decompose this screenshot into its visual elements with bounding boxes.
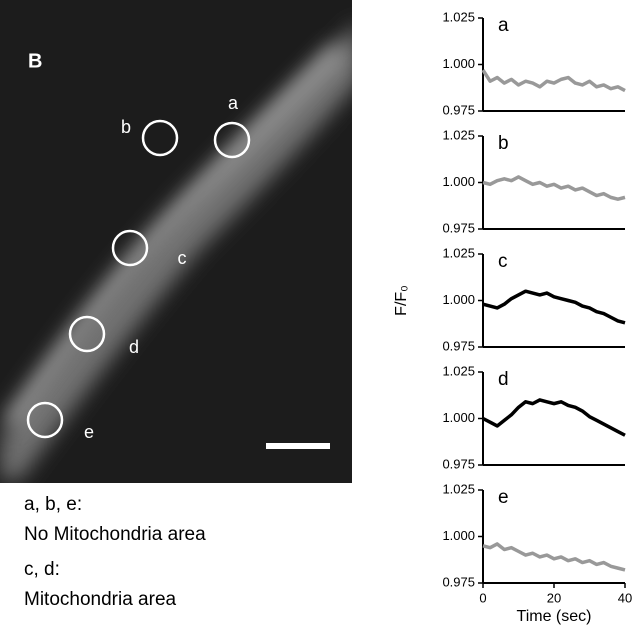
roi-label: d bbox=[129, 337, 139, 357]
micrograph bbox=[0, 0, 352, 483]
x-tick-label: 40 bbox=[618, 590, 632, 605]
y-axis-label: F/F₀ bbox=[393, 285, 410, 316]
y-tick-label: 0.975 bbox=[442, 574, 475, 589]
roi-label: b bbox=[121, 117, 131, 137]
y-tick-label: 1.000 bbox=[442, 174, 475, 189]
y-tick-label: 1.025 bbox=[442, 245, 475, 260]
note: Mitochondria area bbox=[24, 589, 177, 610]
panel-title: b bbox=[498, 133, 509, 154]
y-tick-label: 1.025 bbox=[442, 363, 475, 378]
y-tick-label: 0.975 bbox=[442, 338, 475, 353]
roi-label: e bbox=[84, 422, 94, 442]
trace bbox=[482, 398, 626, 437]
y-tick-label: 1.000 bbox=[442, 410, 475, 425]
note: a, b, e: bbox=[24, 494, 82, 515]
y-tick-label: 1.025 bbox=[442, 9, 475, 24]
x-tick-label: 20 bbox=[547, 590, 561, 605]
panel-title: c bbox=[498, 251, 508, 272]
y-tick-label: 1.000 bbox=[442, 56, 475, 71]
y-tick-label: 0.975 bbox=[442, 102, 475, 117]
trace bbox=[482, 289, 626, 325]
y-tick-label: 1.025 bbox=[442, 481, 475, 496]
y-tick-label: 1.025 bbox=[442, 127, 475, 142]
figure-label: B bbox=[28, 50, 42, 72]
y-tick-label: 1.000 bbox=[442, 292, 475, 307]
y-tick-label: 0.975 bbox=[442, 220, 475, 235]
trace bbox=[482, 542, 626, 572]
panel-title: a bbox=[498, 15, 509, 36]
x-tick-label: 0 bbox=[479, 590, 486, 605]
roi-label: c bbox=[178, 248, 187, 268]
x-axis-label: Time (sec) bbox=[517, 608, 592, 625]
trace bbox=[481, 69, 626, 93]
y-tick-label: 0.975 bbox=[442, 456, 475, 471]
roi-label: a bbox=[228, 93, 239, 113]
note: No Mitochondria area bbox=[24, 524, 206, 545]
trace bbox=[482, 175, 626, 201]
note: c, d: bbox=[24, 559, 60, 580]
panel-title: d bbox=[498, 369, 509, 390]
y-tick-label: 1.000 bbox=[442, 528, 475, 543]
panel-title: e bbox=[498, 487, 509, 508]
